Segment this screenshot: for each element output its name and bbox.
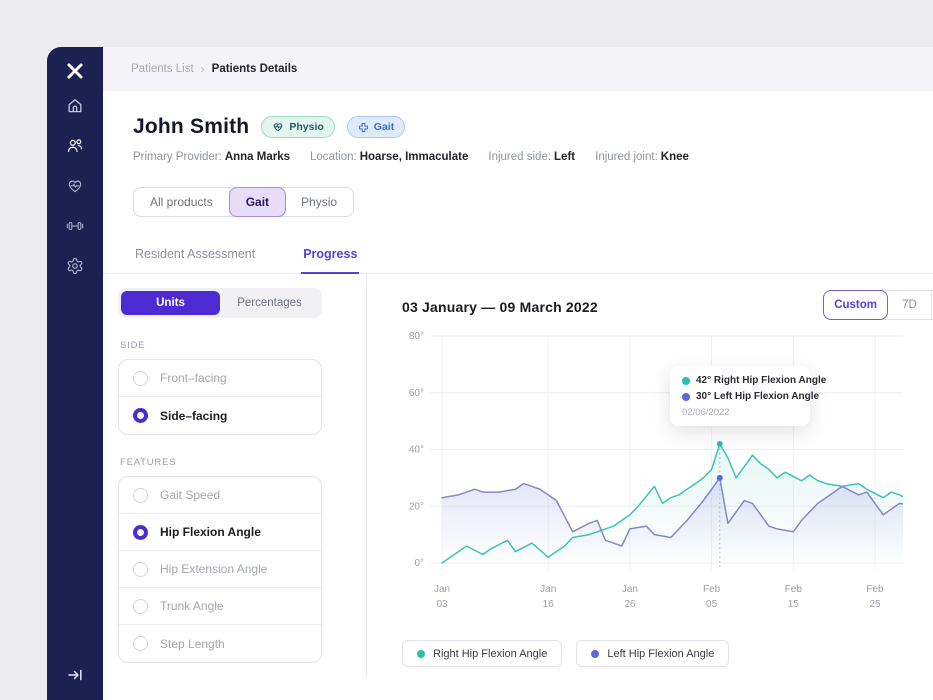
physio-badge: Physio: [261, 116, 335, 138]
settings-gear-icon[interactable]: [66, 257, 84, 275]
range-toggle: Custom 7D: [823, 290, 933, 320]
teal-dot-icon: [682, 376, 690, 385]
product-physio[interactable]: Physio: [301, 195, 338, 209]
svg-text:Feb: Feb: [703, 584, 721, 595]
progress-chart[interactable]: 0° 20° 40° 60° 80° Jan 03 Jan 16 Jan 26 Feb 05 Feb 15 F…: [402, 330, 917, 620]
product-all-products[interactable]: All products: [134, 188, 230, 216]
tooltip-left-value: 30° Left Hip Flexion Angle: [696, 391, 820, 402]
exercise-dumbbell-icon[interactable]: [66, 217, 84, 235]
chevron-right-icon: ›: [200, 62, 205, 76]
svg-text:Jan: Jan: [540, 584, 556, 595]
side-section-label: SIDE: [120, 340, 146, 351]
breadcrumb-current: Patients Details: [211, 63, 298, 75]
app-logo-x-icon[interactable]: [65, 59, 85, 83]
patients-icon[interactable]: [66, 137, 84, 155]
physio-badge-label: Physio: [289, 121, 324, 133]
teal-dot-icon: [417, 649, 425, 658]
purple-dot-icon: [682, 392, 690, 401]
chart-legend: Right Hip Flexion Angle Left Hip Flexion…: [402, 640, 933, 667]
legend-right-hip-button[interactable]: Right Hip Flexion Angle: [402, 640, 563, 667]
gait-badge: Gait: [346, 116, 406, 138]
heart-pulse-icon: [274, 123, 283, 132]
tooltip-right-value: 42° Right Hip Flexion Angle: [696, 375, 827, 386]
health-heart-icon[interactable]: [66, 177, 84, 195]
radio-hip-flexion-angle[interactable]: Hip Flexion Angle: [119, 514, 321, 551]
breadcrumb: Patients List › Patients Details: [103, 47, 933, 91]
svg-text:15: 15: [788, 599, 800, 610]
medical-cross-icon: [358, 122, 368, 132]
field-label: Location:: [310, 151, 357, 163]
svg-text:03: 03: [436, 599, 448, 610]
svg-text:0°: 0°: [414, 558, 424, 569]
svg-text:16: 16: [543, 599, 555, 610]
range-7d-button[interactable]: 7D: [888, 291, 932, 319]
radio-side-facing[interactable]: Side–facing: [119, 397, 321, 434]
home-icon[interactable]: [66, 97, 84, 115]
collapse-sidebar-icon[interactable]: [66, 666, 84, 684]
svg-text:Jan: Jan: [434, 584, 450, 595]
radio-circle-icon: [133, 636, 148, 651]
chart-tooltip: 42° Right Hip Flexion Angle 30° Left Hip…: [670, 366, 826, 426]
features-section-label: FEATURES: [120, 457, 177, 468]
side-radio-group: Front–facing Side–facing: [118, 359, 322, 435]
patient-info-row: Primary Provider: Anna Marks Location: Hoa…: [133, 151, 933, 163]
purple-dot-icon: [591, 649, 600, 658]
field-label: Injured joint:: [595, 151, 658, 163]
gait-badge-label: Gait: [373, 121, 395, 133]
radio-circle-icon: [133, 408, 148, 423]
field-value: Knee: [660, 151, 689, 163]
line-chart: 0° 20° 40° 60° 80° Jan 03 Jan 16 Jan 26 Feb 05 Feb 15 F…: [402, 330, 917, 625]
field-value: Left: [554, 151, 576, 163]
tab-progress[interactable]: Progress: [301, 239, 360, 274]
unit-toggle-percentages[interactable]: Percentages: [237, 297, 302, 309]
svg-text:Feb: Feb: [866, 584, 884, 595]
svg-text:26: 26: [624, 599, 636, 610]
features-radio-group: Gait Speed Hip Flexion Angle Hip Extensi…: [118, 476, 322, 663]
unit-toggle: Units Percentages: [118, 288, 322, 318]
radio-circle-icon: [133, 487, 148, 503]
main-panel: Patients List › Patients Details John Sm…: [103, 47, 933, 700]
date-range-title: 03 January — 09 March 2022: [402, 299, 598, 315]
radio-circle-icon: [133, 561, 148, 577]
field-value: Hoarse, Immaculate: [359, 151, 469, 163]
svg-text:20°: 20°: [409, 501, 424, 512]
radio-circle-icon: [133, 524, 148, 540]
svg-text:25: 25: [869, 599, 881, 610]
svg-text:05: 05: [706, 599, 718, 610]
tab-bar: Resident Assessment Progress: [103, 239, 933, 274]
unit-toggle-units[interactable]: Units: [121, 291, 220, 315]
field-value: Anna Marks: [224, 151, 291, 163]
radio-trunk-angle[interactable]: Trunk Angle: [119, 588, 321, 625]
svg-text:80°: 80°: [409, 331, 424, 342]
tooltip-date: 02/06/2022: [682, 407, 730, 418]
tab-resident-assessment[interactable]: Resident Assessment: [135, 247, 256, 261]
radio-circle-icon: [133, 598, 148, 614]
svg-text:40°: 40°: [409, 445, 424, 456]
radio-front-facing[interactable]: Front–facing: [119, 360, 321, 397]
product-filter: All products Gait Physio: [133, 187, 355, 217]
patient-name: John Smith: [133, 115, 250, 138]
radio-hip-extension-angle[interactable]: Hip Extension Angle: [119, 551, 321, 588]
breadcrumb-parent[interactable]: Patients List: [131, 63, 194, 75]
field-label: Primary Provider:: [133, 151, 222, 163]
radio-gait-speed[interactable]: Gait Speed: [119, 477, 321, 514]
field-label: Injured side:: [488, 151, 552, 163]
legend-left-hip-button[interactable]: Left Hip Flexion Angle: [576, 640, 730, 667]
svg-text:Jan: Jan: [622, 584, 638, 595]
sidebar: [47, 47, 103, 700]
chart-panel: 03 January — 09 March 2022 Custom 7D 0° 2…: [367, 274, 933, 677]
radio-circle-icon: [133, 370, 148, 386]
radio-step-length[interactable]: Step Length: [119, 625, 321, 662]
range-custom-button[interactable]: Custom: [823, 290, 888, 320]
svg-text:60°: 60°: [409, 388, 424, 399]
product-gait[interactable]: Gait: [228, 187, 287, 217]
svg-text:Feb: Feb: [785, 584, 803, 595]
filter-panel: Units Percentages SIDE Front–facing Side…: [103, 274, 367, 677]
